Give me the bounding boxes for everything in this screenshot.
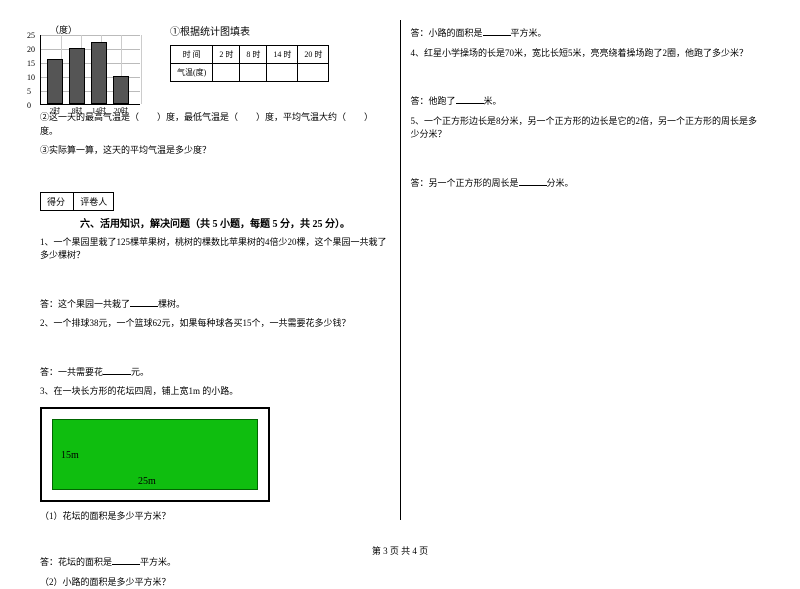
page-footer: 第 3 页 共 4 页 <box>0 544 800 557</box>
table-header-cell: 20 时 <box>298 46 329 64</box>
problem-3-1: （1）花坛的面积是多少平方米？ <box>40 510 390 524</box>
bar <box>47 59 63 104</box>
x-tick: 2时 <box>45 106 65 116</box>
score-table: 得分 评卷人 <box>40 192 114 211</box>
vgrid <box>141 35 142 104</box>
gridline <box>41 35 140 36</box>
problem-5: 5、一个正方形边长是8分米，另一个正方形的边长是它的2倍，另一个正方形的周长是多… <box>411 115 761 142</box>
chart-area: （度） ①根据统计图填表 05101520252时8时14时20时 时 间2 时… <box>40 35 390 105</box>
answer-1-prefix: 答：这个果园一共栽了 <box>40 299 130 309</box>
temperature-table: 时 间2 时8 时14 时20 时 气温(度) <box>170 45 329 82</box>
y-tick: 0 <box>27 101 31 110</box>
table-row-label: 气温(度) <box>171 64 213 82</box>
table-header-cell: 时 间 <box>171 46 213 64</box>
answer-3-2-prefix: 答：小路的面积是 <box>411 28 483 38</box>
table-data-cell <box>298 64 329 82</box>
blank <box>483 26 511 36</box>
blank <box>456 94 484 104</box>
bar <box>69 48 85 104</box>
answer-1: 答：这个果园一共栽了 棵树。 <box>40 297 390 312</box>
table-data-cell <box>213 64 240 82</box>
table-data-cell <box>240 64 267 82</box>
answer-4: 答：他跑了 米。 <box>411 94 761 109</box>
garden-inner: 15m 25m <box>52 419 258 490</box>
answer-3-2: 答：小路的面积是 平方米。 <box>411 26 761 41</box>
answer-5: 答：另一个正方形的周长是 分米。 <box>411 176 761 191</box>
x-tick: 8时 <box>67 106 87 116</box>
grader-label: 评卷人 <box>73 193 113 210</box>
y-tick: 5 <box>27 87 31 96</box>
table-header-cell: 8 时 <box>240 46 267 64</box>
bar-chart: 05101520252时8时14时20时 <box>40 35 140 105</box>
score-label: 得分 <box>41 193 71 210</box>
answer-5-suffix: 分米。 <box>547 178 574 188</box>
problem-3-2: （2）小路的面积是多少平方米？ <box>40 576 390 589</box>
table-header-cell: 14 时 <box>267 46 298 64</box>
answer-2: 答：一共需要花 元。 <box>40 365 390 380</box>
left-column: （度） ①根据统计图填表 05101520252时8时14时20时 时 间2 时… <box>30 20 400 520</box>
blank <box>519 176 547 186</box>
blank <box>130 297 158 307</box>
width-label: 25m <box>138 476 156 487</box>
answer-5-prefix: 答：另一个正方形的周长是 <box>411 178 519 188</box>
answer-3-1: 答：花坛的面积是 平方米。 <box>40 555 390 570</box>
problem-4: 4、红星小学操场的长是70米，宽比长短5米，亮亮绕着操场跑了2圈，他跑了多少米？ <box>411 47 761 61</box>
x-tick: 14时 <box>89 106 109 116</box>
answer-3-1-suffix: 平方米。 <box>140 557 176 567</box>
bar <box>91 42 107 104</box>
answer-3-2-suffix: 平方米。 <box>511 28 547 38</box>
right-column: 答：小路的面积是 平方米。 4、红星小学操场的长是70米，宽比长短5米，亮亮绕着操… <box>401 20 771 520</box>
y-tick: 20 <box>27 45 35 54</box>
answer-2-suffix: 元。 <box>131 367 149 377</box>
question-3: ③实际算一算，这天的平均气温是多少度？ <box>40 144 390 158</box>
chart-title: ①根据统计图填表 <box>170 23 250 38</box>
problem-3: 3、在一块长方形的花坛四周，铺上宽1m 的小路。 <box>40 385 390 399</box>
y-tick: 25 <box>27 31 35 40</box>
section-6-title: 六、活用知识，解决问题（共 5 小题，每题 5 分，共 25 分）。 <box>80 215 390 230</box>
bar <box>113 76 129 104</box>
garden-diagram: 15m 25m <box>40 407 270 502</box>
problem-2: 2、一个排球38元，一个篮球62元，如果每种球各买15个，一共需要花多少钱？ <box>40 317 390 331</box>
answer-4-prefix: 答：他跑了 <box>411 96 456 106</box>
answer-1-suffix: 棵树。 <box>158 299 185 309</box>
problem-1: 1、一个果园里栽了125棵苹果树，桃树的棵数比苹果树的4倍少20棵，这个果园一共… <box>40 236 390 263</box>
blank <box>103 365 131 375</box>
x-tick: 20时 <box>111 106 131 116</box>
table-data-cell <box>267 64 298 82</box>
table-header-cell: 2 时 <box>213 46 240 64</box>
y-tick: 15 <box>27 59 35 68</box>
answer-4-suffix: 米。 <box>484 96 502 106</box>
height-label: 15m <box>61 450 79 461</box>
answer-2-prefix: 答：一共需要花 <box>40 367 103 377</box>
answer-3-1-prefix: 答：花坛的面积是 <box>40 557 112 567</box>
y-tick: 10 <box>27 73 35 82</box>
